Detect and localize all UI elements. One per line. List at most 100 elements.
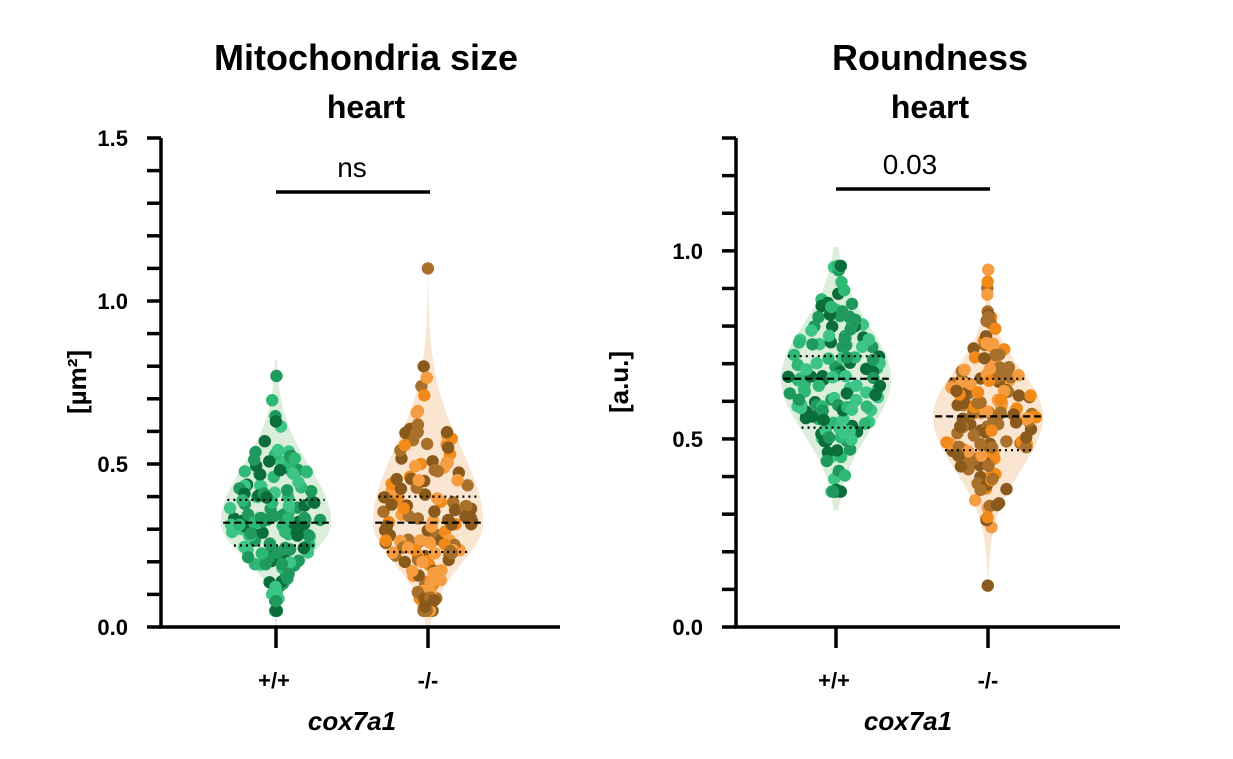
data-point — [980, 336, 993, 350]
data-point — [989, 348, 1002, 362]
data-point — [812, 379, 825, 392]
data-point — [981, 288, 994, 301]
data-point — [420, 437, 434, 451]
data-point — [860, 400, 874, 413]
data-point — [783, 387, 796, 400]
data-point — [281, 484, 294, 497]
data-point — [1000, 482, 1013, 496]
data-point — [985, 424, 998, 437]
data-point — [431, 465, 444, 478]
y-tick-label: 1.5 — [97, 126, 128, 151]
data-point — [414, 534, 427, 547]
data-point — [981, 275, 994, 288]
data-point — [314, 513, 327, 527]
data-point — [398, 555, 411, 569]
data-point — [964, 455, 977, 468]
data-point — [260, 491, 273, 504]
data-point — [986, 472, 999, 485]
data-point — [817, 413, 830, 427]
y-axis-label: [µm²] — [62, 350, 92, 414]
data-point — [985, 441, 999, 454]
significance-label: 0.03 — [883, 149, 938, 180]
y-ticks: 0.0 0.5 1.0 1.5 — [97, 126, 161, 640]
data-point — [409, 427, 422, 441]
data-point — [826, 371, 839, 384]
data-point — [838, 332, 851, 346]
data-point — [423, 536, 436, 549]
data-point — [844, 323, 857, 336]
x-category-label: -/- — [978, 668, 999, 693]
data-point — [282, 567, 295, 581]
data-point — [238, 540, 251, 554]
data-point — [994, 393, 1008, 406]
data-point — [823, 431, 836, 444]
data-point — [982, 311, 995, 324]
data-point — [442, 513, 455, 527]
data-point — [816, 404, 829, 417]
data-point — [1024, 389, 1037, 402]
data-point — [288, 452, 302, 465]
data-point — [792, 393, 806, 406]
panel-mitochondria-size: Mitochondria size heart [µm²] 0.0 0.5 1.0 1… — [62, 37, 560, 736]
data-point — [974, 483, 987, 497]
y-tick-label: 1.0 — [97, 289, 128, 314]
data-point — [968, 351, 982, 364]
data-point — [838, 284, 851, 297]
data-point — [421, 262, 435, 275]
data-point — [838, 469, 852, 482]
y-tick-label: 0.0 — [672, 615, 703, 640]
data-point — [1000, 435, 1013, 448]
data-point — [983, 362, 997, 376]
data-point — [275, 558, 289, 571]
data-point — [862, 333, 875, 346]
data-point — [305, 485, 318, 498]
x-category-label: +/+ — [818, 668, 850, 693]
data-point — [428, 594, 441, 607]
data-point — [980, 405, 994, 418]
quartile-lines — [223, 495, 481, 554]
data-point — [815, 299, 828, 313]
panel-roundness: Roundness heart [a.u.] 0.0 0.5 1.0 +/+ -/-… — [604, 37, 1120, 736]
data-point — [302, 529, 315, 542]
data-point — [1009, 416, 1023, 429]
data-point — [409, 460, 422, 473]
data-point — [431, 492, 444, 505]
data-point — [308, 496, 321, 509]
data-point — [792, 336, 806, 349]
data-point — [416, 555, 429, 569]
data-point — [241, 551, 255, 564]
data-point — [282, 499, 296, 513]
data-point — [866, 353, 880, 366]
data-point — [271, 443, 285, 457]
data-point — [459, 500, 472, 513]
data-point — [394, 482, 408, 495]
data-point — [386, 546, 399, 559]
data-point — [418, 389, 431, 402]
data-point — [952, 449, 965, 462]
data-point — [826, 485, 840, 498]
data-point — [266, 394, 279, 407]
data-point — [269, 415, 283, 428]
data-point — [461, 479, 474, 492]
data-point — [969, 494, 982, 507]
x-category-label: +/+ — [258, 668, 290, 693]
data-point — [964, 377, 977, 391]
data-point — [428, 547, 441, 560]
data-point — [273, 464, 287, 477]
data-point — [269, 594, 283, 608]
data-point — [800, 363, 813, 376]
data-point — [401, 541, 415, 554]
data-point — [849, 393, 863, 407]
data-point — [822, 352, 835, 365]
x-category-label: -/- — [418, 668, 439, 693]
data-point — [390, 472, 403, 486]
data-point — [843, 310, 856, 323]
x-axis-label: cox7a1 — [308, 706, 396, 736]
data-point — [448, 503, 462, 517]
data-point — [805, 410, 819, 423]
data-point — [806, 338, 819, 351]
data-point — [812, 310, 825, 324]
data-point — [451, 474, 464, 487]
data-point — [958, 363, 971, 376]
data-point — [406, 564, 419, 577]
